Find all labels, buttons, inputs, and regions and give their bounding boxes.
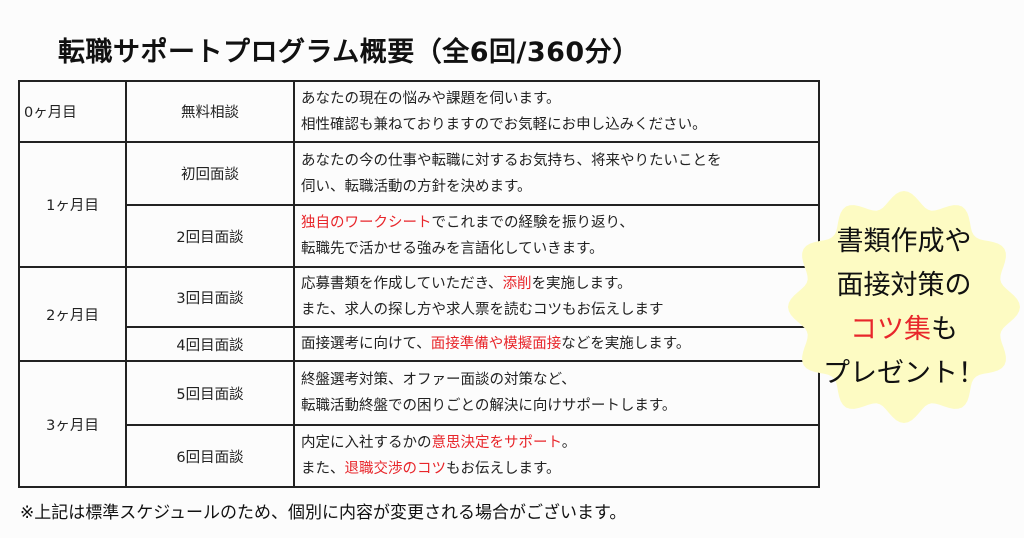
highlight-text: 添削 — [502, 276, 532, 292]
description-cell: あなたの現在の悩みや課題を伺います。相性確認も兼ねておりますのでお気軽にお申し込… — [293, 80, 820, 143]
badge-line-2: 面接対策の — [836, 270, 972, 301]
session-cell: 2回目面談 — [125, 204, 295, 268]
badge-line-3-rest: も — [931, 314, 958, 345]
description-line: また、退職交渉のコツもお伝えします。 — [301, 456, 812, 482]
footnote: ※上記は標準スケジュールのため、個別に内容が変更される場合がございます。 — [20, 503, 627, 523]
description-text: 伺い、転職活動の方針を決めます。 — [301, 178, 532, 195]
session-cell: 3回目面談 — [125, 266, 295, 328]
description-line: 転職活動終盤での困りごとの解決に向けサポートします。 — [301, 393, 812, 419]
description-text: また、求人の探し方や求人票を読むコツもお伝えします — [301, 302, 664, 318]
highlight-text: 退職交渉のコツ — [344, 461, 447, 477]
description-line: 伺い、転職活動の方針を決めます。 — [301, 174, 812, 200]
table-row: 2回目面談 独自のワークシートでこれまでの経験を振り返り、転職先で活かせる強みを言… — [19, 204, 820, 268]
session-cell: 6回目面談 — [125, 424, 295, 488]
description-line: 独自のワークシートでこれまでの経験を振り返り、 — [301, 210, 812, 236]
description-line: あなたの現在の悩みや課題を伺います。 — [301, 86, 812, 112]
description-text: 面接選考に向けて、 — [301, 336, 431, 352]
description-line: 転職先で活かせる強みを言語化していきます。 — [301, 236, 812, 262]
month-cell: 3ヶ月目 — [18, 360, 127, 488]
description-text: 終盤選考対策、オファー面談の対策など、 — [301, 372, 576, 388]
description-cell: 内定に入社するかの意思決定をサポート。 また、退職交渉のコツもお伝えします。 — [293, 424, 820, 488]
description-text: などを実施します。 — [561, 336, 691, 352]
highlight-text: 意思決定をサポート — [431, 435, 562, 451]
description-text: 転職活動終盤での困りごとの解決に向けサポートします。 — [301, 398, 677, 414]
description-line: 応募書類を作成していただき、添削を実施します。 — [301, 271, 812, 297]
table-row: 2ヶ月目 3回目面談 応募書類を作成していただき、添削を実施します。また、求人の探し… — [18, 266, 820, 362]
description-line: 面接選考に向けて、面接準備や模擬面接などを実施します。 — [301, 331, 812, 357]
highlight-text: 面接準備や模擬面接 — [430, 336, 562, 352]
badge-line-4: プレゼント！ — [823, 358, 985, 389]
session-cell: 無料相談 — [125, 80, 295, 143]
page-title: 転職サポートプログラム概要（全6回/360分） — [58, 37, 640, 68]
description-line: あなたの今の仕事や転職に対するお気持ち、将来やりたいことを — [301, 148, 812, 174]
month-cell: 1ヶ月目 — [18, 141, 127, 268]
description-text: また、 — [301, 461, 345, 477]
table-row: 6回目面談 内定に入社するかの意思決定をサポート。 また、退職交渉のコツもお伝えしま… — [19, 424, 820, 488]
description-text: 転職先で活かせる強みを言語化していきます。 — [301, 241, 604, 257]
badge-highlight: コツ集 — [850, 314, 931, 345]
description-text: でこれまでの経験を振り返り、 — [431, 215, 634, 231]
session-cell: 初回面談 — [125, 141, 295, 206]
description-line: 終盤選考対策、オファー面談の対策など、 — [301, 367, 812, 393]
description-text: あなたの現在の悩みや課題を伺います。 — [301, 90, 561, 107]
badge-background — [788, 191, 1020, 423]
month-cell: 0ヶ月目 — [18, 80, 127, 143]
description-text: 応募書類を作成していただき、 — [301, 276, 503, 292]
table-row: 3ヶ月目 5回目面談 終盤選考対策、オファー面談の対策など、転職活動終盤での困りごと… — [18, 360, 820, 488]
description-text: もお伝えします。 — [446, 461, 561, 477]
badge-line-3: コツ集も — [785, 308, 1023, 352]
description-line: また、求人の探し方や求人票を読むコツもお伝えします — [301, 297, 812, 323]
badge-text: 書類作成や 面接対策の コツ集も プレゼント！ — [785, 220, 1023, 396]
session-cell: 5回目面談 — [125, 360, 295, 426]
description-cell: 応募書類を作成していただき、添削を実施します。また、求人の探し方や求人票を読むコ… — [293, 266, 820, 328]
session-cell: 4回目面談 — [125, 326, 295, 362]
table-row: 1ヶ月目 初回面談 あなたの今の仕事や転職に対するお気持ち、将来やりたいことを 伺い、… — [18, 141, 820, 268]
description-cell: あなたの今の仕事や転職に対するお気持ち、将来やりたいことを 伺い、転職活動の方針を… — [293, 141, 820, 206]
month-cell: 2ヶ月目 — [18, 266, 127, 362]
description-text: を実施します。 — [531, 276, 632, 292]
description-line: 内定に入社するかの意思決定をサポート。 — [301, 430, 812, 456]
description-text: 内定に入社するかの — [301, 435, 432, 451]
highlight-text: 独自のワークシート — [301, 215, 432, 231]
description-text: 相性確認も兼ねておりますのでお気軽にお申し込みください。 — [301, 116, 707, 133]
description-text: 。 — [561, 435, 577, 451]
program-table: 0ヶ月目 無料相談 あなたの現在の悩みや課題を伺います。相性確認も兼ねておりますので… — [18, 80, 820, 488]
description-line: 相性確認も兼ねておりますのでお気軽にお申し込みください。 — [301, 112, 812, 138]
description-cell: 独自のワークシートでこれまでの経験を振り返り、転職先で活かせる強みを言語化してい… — [293, 204, 820, 268]
table-row: 0ヶ月目 無料相談 あなたの現在の悩みや課題を伺います。相性確認も兼ねておりますので… — [18, 80, 820, 143]
description-cell: 終盤選考対策、オファー面談の対策など、転職活動終盤での困りごとの解決に向けサポー… — [293, 360, 820, 426]
description-cell: 面接選考に向けて、面接準備や模擬面接などを実施します。 — [293, 326, 820, 362]
description-text: あなたの今の仕事や転職に対するお気持ち、将来やりたいことを — [301, 152, 722, 169]
badge-line-1: 書類作成や — [836, 226, 972, 257]
table-row: 4回目面談 面接選考に向けて、面接準備や模擬面接などを実施します。 — [19, 326, 820, 362]
badge-scalloped-shape — [788, 191, 1020, 423]
